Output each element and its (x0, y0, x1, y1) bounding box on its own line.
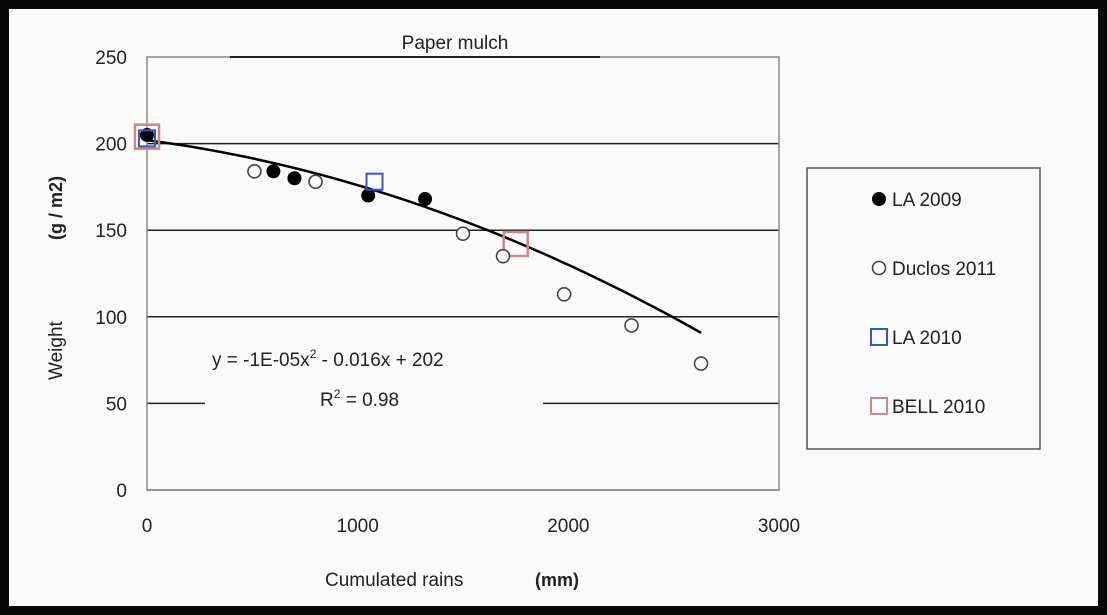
x-axis-ticks: 0 1000 2000 3000 (142, 516, 800, 537)
trend-equation: y = -1E-05x2 - 0.016x + 202 (212, 347, 444, 371)
gridlines (147, 142, 779, 491)
equation-background (205, 336, 543, 418)
legend-box (806, 167, 1041, 450)
legend-label: BELL 2010 (892, 397, 985, 418)
y-axis-label: Weight (46, 320, 67, 380)
data-point-duclos-2011 (556, 286, 572, 302)
data-point-bell-2010 (133, 123, 161, 150)
plot-area-border (146, 56, 780, 491)
data-point-duclos-2011 (624, 318, 639, 333)
x-tick-label: 3000 (758, 516, 800, 537)
legend-label: Duclos 2011 (892, 259, 996, 280)
y-axis-unit: (g / m2) (46, 176, 66, 240)
data-points (133, 123, 709, 371)
data-point-la-2009 (361, 188, 376, 203)
data-point-la-2009 (418, 192, 433, 207)
chart-title: Paper mulch (402, 33, 509, 54)
legend-label: LA 2010 (892, 328, 962, 349)
y-tick-label: 200 (95, 135, 127, 156)
data-point-duclos-2011 (247, 164, 262, 179)
legend-marker-bell-2010 (870, 397, 888, 415)
legend-marker-la-2010 (870, 328, 888, 346)
data-point-duclos-2011 (308, 174, 323, 190)
y-tick-label: 150 (95, 221, 127, 242)
x-tick-label: 2000 (547, 516, 589, 537)
data-point-la-2009 (266, 164, 281, 179)
x-axis-label: Cumulated rains (325, 570, 463, 591)
data-point-duclos-2011 (693, 356, 709, 371)
legend-label: LA 2009 (892, 190, 962, 211)
legend-marker-duclos-2011 (871, 260, 887, 276)
trendline (146, 138, 702, 334)
y-tick-label: 50 (106, 394, 127, 415)
y-tick-label: 250 (95, 48, 127, 69)
y-axis-ticks: 0 50 100 150 200 250 (95, 48, 127, 502)
x-tick-label: 0 (142, 516, 153, 537)
legend: LA 2009 Duclos 2011 LA 2010 BELL 2010 (870, 190, 996, 418)
data-point-la-2009 (287, 171, 302, 186)
data-point-bell-2010 (502, 230, 529, 258)
data-point-la-2010 (138, 129, 156, 148)
x-tick-label: 1000 (337, 516, 379, 537)
r-squared: R2 = 0.98 (320, 387, 399, 411)
data-point-la-2010 (365, 172, 384, 191)
x-axis-unit: (mm) (535, 570, 579, 590)
title-background (372, 30, 540, 56)
y-axis-label-group: Weight (g / m2) (46, 176, 67, 380)
data-point-duclos-2011 (495, 248, 511, 264)
data-point-la-2009 (140, 127, 154, 142)
y-tick-label: 100 (95, 308, 127, 329)
y-tick-label: 0 (116, 481, 127, 502)
legend-marker-la-2009 (872, 192, 886, 206)
data-point-duclos-2011 (455, 226, 471, 241)
